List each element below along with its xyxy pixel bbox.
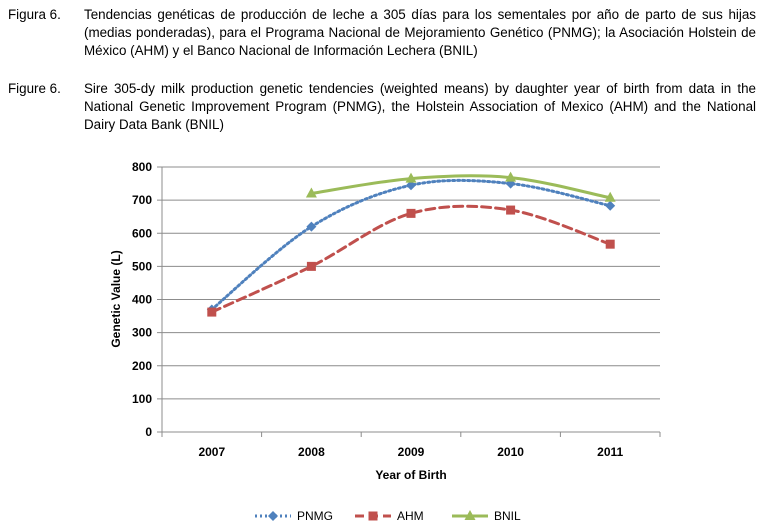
point-bnil-2011: [604, 191, 616, 202]
y-tick-100: 100: [132, 392, 152, 406]
y-tick-300: 300: [132, 326, 152, 340]
caption-spanish-text: Tendencias genéticas de producción de le…: [84, 7, 756, 58]
legend-marker-bnil: [464, 510, 476, 520]
caption-english: Figure 6. Sire 305-dy milk production ge…: [8, 80, 756, 134]
point-pnmg-2011: [605, 200, 616, 211]
series-group: [206, 171, 616, 317]
caption-spanish-label: Figura 6.: [8, 7, 61, 22]
caption-english-text: Sire 305-dy milk production genetic tend…: [84, 81, 756, 132]
y-tick-200: 200: [132, 359, 152, 373]
point-ahm-2010: [506, 205, 516, 215]
legend-label-bnil: BNIL: [494, 509, 521, 523]
legend: PNMG AHM BNIL: [255, 509, 521, 523]
axes: [161, 167, 661, 437]
point-pnmg-2008: [306, 221, 317, 232]
x-tick-2011: 2011: [597, 445, 623, 459]
caption-english-label: Figure 6.: [8, 81, 61, 96]
x-tick-labels: 2007 2008 2009 2010 2011: [198, 445, 623, 459]
point-ahm-2007: [207, 307, 217, 317]
legend-marker-ahm: [368, 511, 378, 521]
legend-label-ahm: AHM: [397, 509, 424, 523]
y-tick-0: 0: [145, 425, 152, 439]
series-line-ahm: [210, 204, 612, 314]
y-axis-label: Genetic Value (L): [109, 250, 123, 347]
y-tick-labels: 0 100 200 300 400 500 600 700 800: [132, 160, 152, 439]
x-tick-2010: 2010: [497, 445, 524, 459]
point-bnil-2008: [305, 187, 317, 198]
y-tick-400: 400: [132, 293, 152, 307]
y-tick-600: 600: [132, 226, 152, 240]
x-tick-2009: 2009: [398, 445, 425, 459]
point-ahm-2009: [406, 208, 416, 218]
x-tick-2007: 2007: [198, 445, 225, 459]
y-tick-700: 700: [132, 193, 152, 207]
series-bnil: [305, 171, 616, 202]
point-ahm-2008: [306, 261, 316, 271]
point-pnmg-2009: [406, 180, 416, 191]
gridlines: [157, 166, 660, 433]
point-bnil-2010: [505, 171, 517, 182]
series-pnmg: [206, 178, 616, 315]
x-tick-2008: 2008: [298, 445, 325, 459]
y-tick-800: 800: [132, 160, 152, 174]
y-tick-500: 500: [132, 259, 152, 273]
point-ahm-2011: [605, 239, 615, 249]
point-bnil-2009: [405, 172, 417, 183]
series-line-bnil: [309, 174, 612, 200]
x-axis-label: Year of Birth: [375, 468, 446, 482]
series-ahm: [207, 204, 615, 317]
caption-spanish: Figura 6. Tendencias genéticas de produc…: [8, 6, 756, 60]
legend-marker-pnmg: [268, 511, 278, 521]
legend-label-pnmg: PNMG: [297, 509, 333, 523]
